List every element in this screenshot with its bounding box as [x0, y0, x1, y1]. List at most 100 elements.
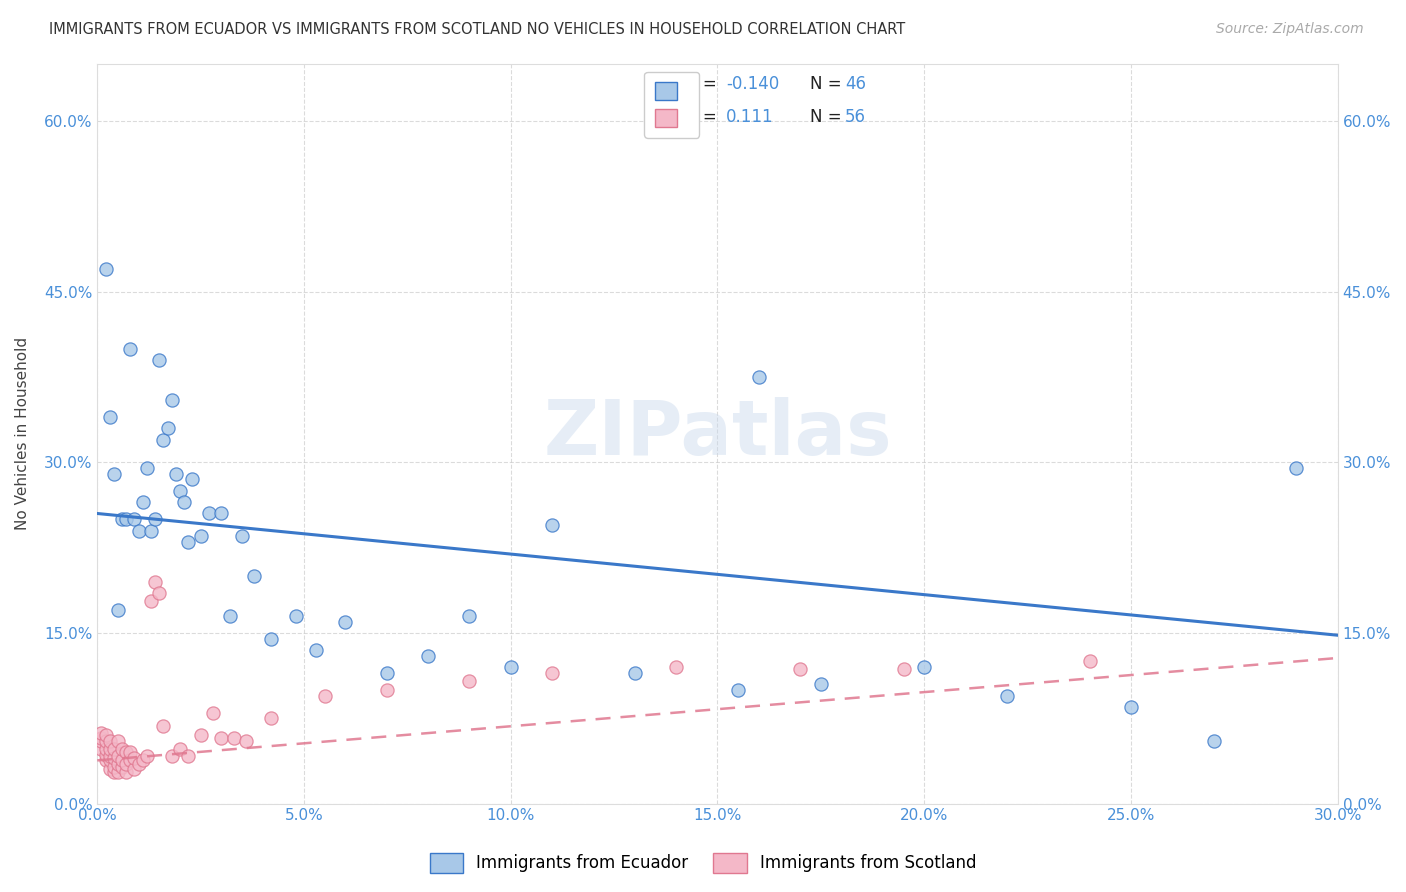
Point	[335, 615, 357, 629]
Point	[148, 352, 170, 367]
Legend: Immigrants from Ecuador, Immigrants from Scotland: Immigrants from Ecuador, Immigrants from…	[423, 847, 983, 880]
Point	[222, 731, 245, 745]
Point	[209, 731, 232, 745]
Point	[135, 461, 157, 475]
Point	[115, 746, 138, 760]
Text: N =: N =	[810, 109, 848, 127]
Point	[623, 665, 645, 680]
Point	[209, 507, 232, 521]
Point	[260, 711, 283, 725]
Point	[152, 433, 174, 447]
Point	[1202, 734, 1225, 748]
Point	[458, 673, 481, 688]
Point	[198, 507, 221, 521]
Point	[416, 648, 439, 663]
Text: 46: 46	[845, 75, 866, 93]
Point	[139, 524, 162, 538]
Point	[541, 665, 564, 680]
Point	[789, 662, 811, 676]
Point	[173, 495, 195, 509]
Point	[94, 734, 117, 748]
Point	[103, 760, 125, 774]
Point	[748, 370, 770, 384]
Point	[375, 665, 398, 680]
Point	[132, 753, 155, 767]
Point	[94, 742, 117, 756]
Point	[314, 689, 336, 703]
Point	[115, 764, 138, 779]
Point	[143, 512, 166, 526]
Point	[995, 689, 1018, 703]
Point	[94, 261, 117, 276]
Point	[107, 748, 129, 763]
Point	[94, 747, 117, 762]
Point	[202, 706, 225, 720]
Point	[160, 748, 183, 763]
Point	[148, 586, 170, 600]
Point	[107, 756, 129, 771]
Point	[107, 734, 129, 748]
Point	[169, 483, 191, 498]
Point	[156, 421, 179, 435]
Point	[107, 603, 129, 617]
Text: -0.140: -0.140	[725, 75, 779, 93]
Point	[375, 682, 398, 697]
Point	[218, 608, 240, 623]
Point	[128, 524, 150, 538]
Point	[120, 753, 142, 767]
Point	[541, 517, 564, 532]
Text: IMMIGRANTS FROM ECUADOR VS IMMIGRANTS FROM SCOTLAND NO VEHICLES IN HOUSEHOLD COR: IMMIGRANTS FROM ECUADOR VS IMMIGRANTS FR…	[49, 22, 905, 37]
Text: N =: N =	[810, 75, 848, 93]
Point	[111, 512, 134, 526]
Point	[128, 756, 150, 771]
Point	[90, 742, 112, 756]
Point	[912, 660, 935, 674]
Point	[94, 728, 117, 742]
Point	[727, 682, 749, 697]
Point	[1119, 699, 1142, 714]
Point	[103, 751, 125, 765]
Point	[120, 342, 142, 356]
Point	[143, 574, 166, 589]
Point	[111, 742, 134, 756]
Point	[810, 677, 832, 691]
Point	[132, 495, 155, 509]
Y-axis label: No Vehicles in Household: No Vehicles in Household	[15, 337, 30, 531]
Point	[190, 529, 212, 543]
Point	[135, 748, 157, 763]
Point	[98, 734, 121, 748]
Point	[181, 472, 204, 486]
Point	[115, 512, 138, 526]
Point	[165, 467, 187, 481]
Point	[103, 467, 125, 481]
Point	[103, 764, 125, 779]
Point	[1078, 654, 1101, 668]
Legend: , : ,	[644, 71, 699, 137]
Point	[107, 764, 129, 779]
Point	[231, 529, 253, 543]
Text: ZIPatlas: ZIPatlas	[543, 397, 891, 471]
Point	[124, 751, 146, 765]
Point	[111, 753, 134, 767]
Point	[124, 763, 146, 777]
Point	[458, 608, 481, 623]
Point	[1285, 461, 1308, 475]
Point	[177, 535, 200, 549]
Point	[115, 756, 138, 771]
Text: 56: 56	[845, 109, 866, 127]
Point	[98, 763, 121, 777]
Point	[284, 608, 307, 623]
Point	[190, 728, 212, 742]
Point	[152, 719, 174, 733]
Point	[120, 746, 142, 760]
Text: R =: R =	[686, 75, 723, 93]
Point	[305, 643, 328, 657]
Point	[98, 748, 121, 763]
Point	[260, 632, 283, 646]
Point	[111, 760, 134, 774]
Point	[169, 742, 191, 756]
Point	[90, 731, 112, 745]
Point	[139, 594, 162, 608]
Text: R =: R =	[686, 109, 723, 127]
Point	[160, 392, 183, 407]
